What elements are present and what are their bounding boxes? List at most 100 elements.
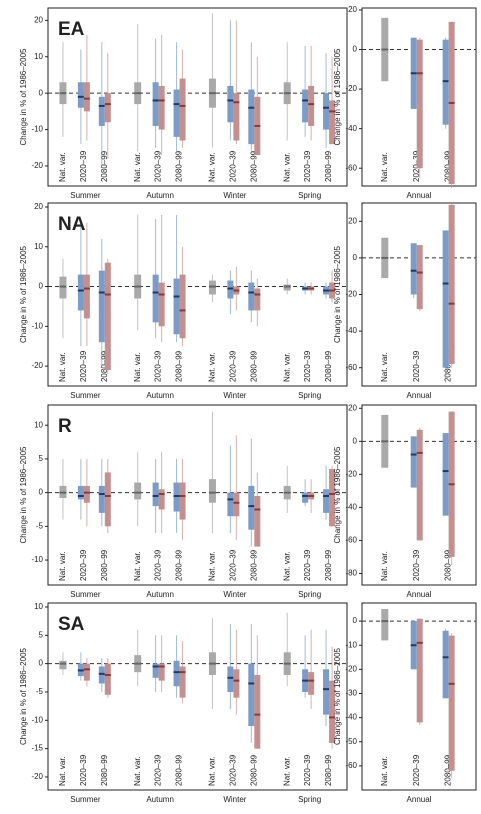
y-tick-label: -20 xyxy=(345,664,357,673)
box xyxy=(248,282,255,311)
y-tick-label: -40 xyxy=(345,713,357,722)
group-label: 2080–99 xyxy=(100,150,109,182)
box xyxy=(173,89,180,137)
y-tick-label: 0 xyxy=(39,282,44,291)
y-tick-label: -30 xyxy=(345,689,357,698)
box xyxy=(179,274,186,339)
y-tick-label: -40 xyxy=(345,326,357,335)
group-label: 2020–39 xyxy=(154,754,163,786)
box xyxy=(416,39,423,169)
y-tick-label: 0 xyxy=(353,616,358,625)
box xyxy=(254,496,261,547)
box xyxy=(233,93,240,141)
box xyxy=(329,100,336,145)
box xyxy=(302,492,309,503)
y-axis-label: Change in % of 1986–2005 xyxy=(19,245,28,343)
y-tick-label: -5 xyxy=(36,521,44,530)
y-axis-label: Change in % of 1986–2005 xyxy=(19,48,28,146)
group-label: 2020–39 xyxy=(412,549,421,581)
region-label: R xyxy=(58,416,72,437)
x-tick-label: Autumn xyxy=(146,191,174,200)
x-tick-label: Summer xyxy=(70,191,101,200)
group-label: Nat. var. xyxy=(380,551,389,581)
group-label: 2020–39 xyxy=(154,150,163,182)
group-label: 2080–99 xyxy=(249,549,258,581)
x-tick-label: Summer xyxy=(70,590,101,599)
group-label: Nat. var. xyxy=(282,551,291,581)
y-tick-label: 0 xyxy=(353,45,358,54)
y-tick-label: 5 xyxy=(39,630,44,639)
group-label: 2020–39 xyxy=(303,549,312,581)
y-tick-label: -20 xyxy=(31,772,43,781)
box xyxy=(448,204,455,365)
box xyxy=(381,609,389,641)
y-tick-label: 20 xyxy=(348,403,357,412)
y-axis-label: Change in % of 1986–2005 xyxy=(333,446,342,544)
y-tick-label: -40 xyxy=(345,124,357,133)
group-label: 2020–39 xyxy=(303,150,312,182)
box xyxy=(179,666,186,698)
box xyxy=(158,489,165,510)
group-label: 2020–39 xyxy=(154,350,163,382)
group-label: 2020–39 xyxy=(79,350,88,382)
group-label: Nat. var. xyxy=(282,152,291,182)
y-tick-label: 20 xyxy=(348,216,357,225)
y-tick-label: 10 xyxy=(34,242,43,251)
x-tick-label: Autumn xyxy=(146,590,174,599)
plot-frame xyxy=(361,602,477,791)
box xyxy=(448,635,455,771)
box xyxy=(134,482,142,500)
group-label: 2080–99 xyxy=(444,150,453,182)
plot-frame xyxy=(361,404,477,586)
box xyxy=(233,669,240,698)
group-label: Nat. var. xyxy=(208,152,217,182)
group-label: 2080–99 xyxy=(444,549,453,581)
box xyxy=(227,85,234,123)
x-tick-label: Autumn xyxy=(146,391,174,400)
box xyxy=(323,669,330,715)
box xyxy=(329,680,336,743)
box xyxy=(77,82,84,108)
group-label: 2020–39 xyxy=(228,549,237,581)
box xyxy=(248,89,255,145)
group-label: Nat. var. xyxy=(58,756,67,786)
box xyxy=(254,288,261,311)
group-label: 2080–99 xyxy=(175,549,184,581)
plot-frame xyxy=(47,602,348,791)
group-label: 2080–99 xyxy=(249,350,258,382)
region-label: NA xyxy=(58,214,86,235)
x-tick-label: Winter xyxy=(223,191,246,200)
y-tick-label: 20 xyxy=(34,202,43,211)
box xyxy=(98,485,105,513)
group-label: Nat. var. xyxy=(282,756,291,786)
box xyxy=(77,274,84,311)
group-label: 2080–99 xyxy=(175,754,184,786)
y-tick-label: 0 xyxy=(353,436,358,445)
box xyxy=(442,433,449,516)
box xyxy=(308,85,315,126)
plot-frame xyxy=(361,7,477,187)
y-tick-label: 0 xyxy=(39,88,44,97)
y-tick-label: -10 xyxy=(31,555,43,564)
y-axis-label: Change in % of 1986–2005 xyxy=(333,245,342,343)
box xyxy=(254,674,261,749)
group-label: 2080–99 xyxy=(324,754,333,786)
group-label: 2020–39 xyxy=(228,754,237,786)
box xyxy=(308,672,315,695)
y-tick-label: -80 xyxy=(345,569,357,578)
group-label: Nat. var. xyxy=(58,352,67,382)
box xyxy=(152,274,159,323)
x-tick-label: Winter xyxy=(223,795,246,804)
box xyxy=(179,78,186,141)
box xyxy=(302,89,309,123)
group-label: Nat. var. xyxy=(58,152,67,182)
group-label: 2080–99 xyxy=(100,549,109,581)
y-tick-label: -60 xyxy=(345,163,357,172)
box xyxy=(442,630,449,699)
box xyxy=(98,666,105,684)
group-label: Nat. var. xyxy=(380,352,389,382)
box xyxy=(410,243,417,295)
box xyxy=(329,469,336,527)
group-label: 2080–99 xyxy=(100,350,109,382)
plot-frame xyxy=(47,202,348,387)
